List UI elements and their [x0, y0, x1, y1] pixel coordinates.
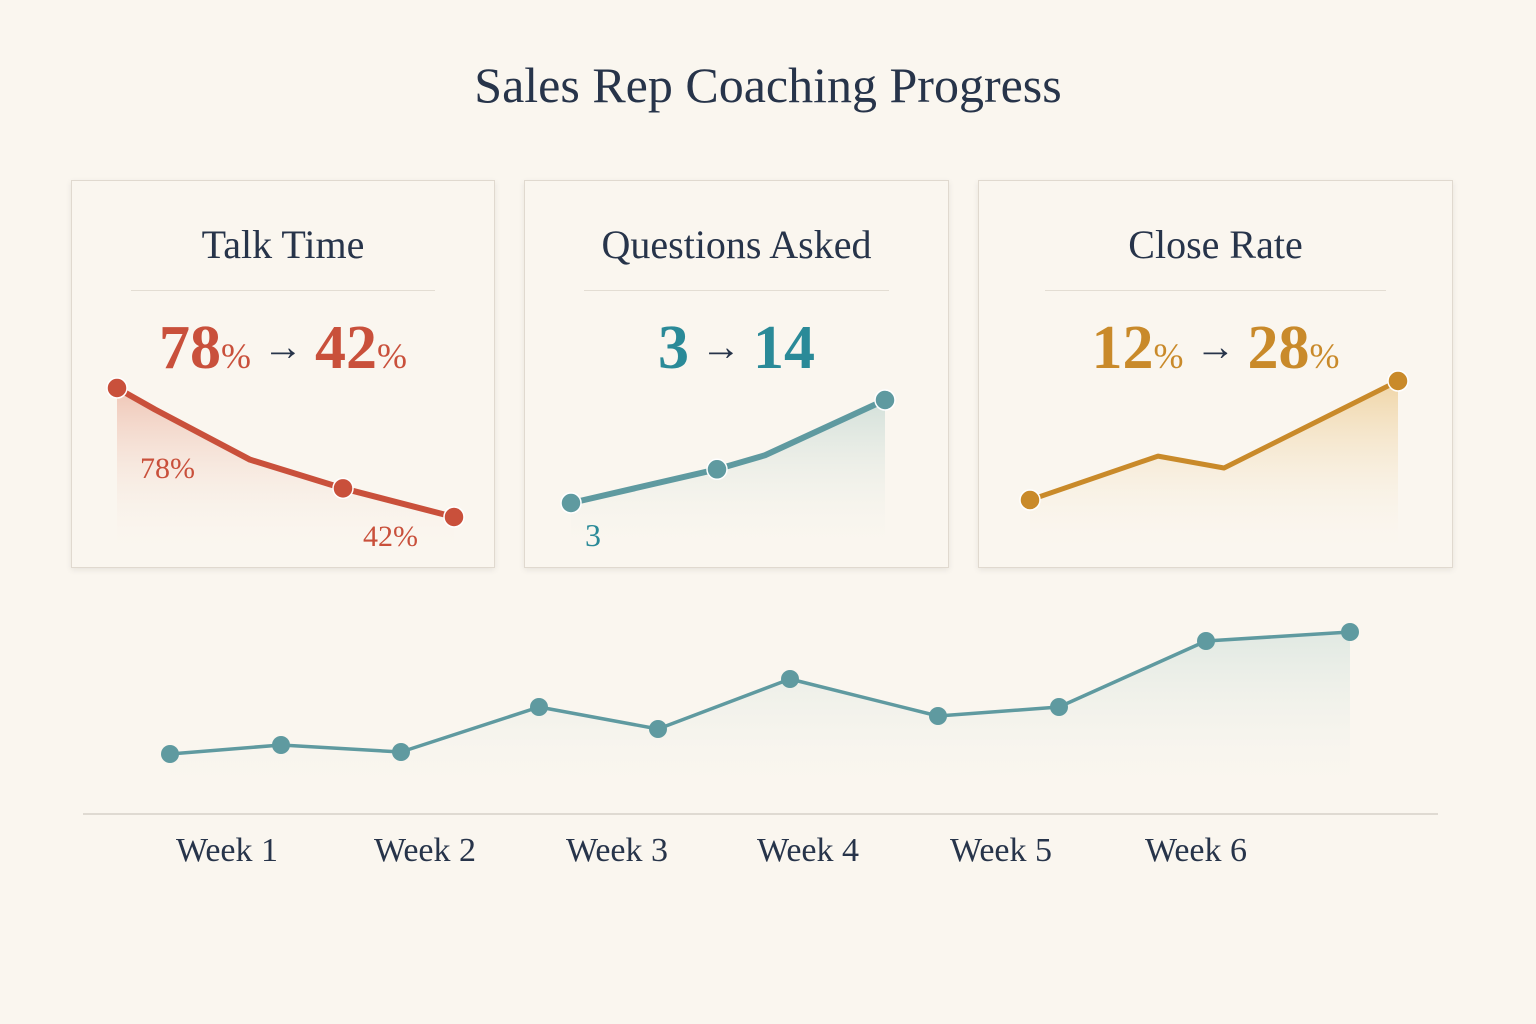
from-value: 78 — [159, 314, 221, 382]
x-tick-label: Week 6 — [1144, 832, 1248, 869]
trend-data-point — [272, 736, 290, 754]
data-point — [706, 458, 728, 481]
talk-end-label: 42% — [363, 520, 418, 553]
unit: % — [1153, 336, 1184, 376]
x-tick-label: Week 2 — [373, 832, 477, 869]
x-tick-label: Week 3 — [565, 832, 669, 869]
from-value: 12 — [1091, 314, 1154, 382]
trend-data-point — [392, 743, 410, 761]
questions-start-label: 3 — [585, 517, 601, 553]
talk-start-label: 78% — [140, 452, 195, 485]
x-tick-label: Week 4 — [756, 832, 860, 869]
unit: % — [377, 336, 407, 376]
data-point — [874, 389, 896, 411]
close-rate-line — [1029, 378, 1400, 503]
talk-time-line — [115, 385, 455, 520]
x-tick-label: Week 1 — [175, 832, 279, 869]
card-title: Close Rate — [1128, 222, 1303, 267]
unit: % — [221, 336, 251, 376]
trend-data-point — [530, 698, 548, 716]
trend-data-point — [929, 707, 947, 725]
to-value: 14 — [753, 314, 815, 382]
data-point — [106, 377, 128, 399]
data-point — [332, 477, 354, 500]
close-rate-change: 12% → 28% — [979, 313, 1452, 384]
trend-data-point — [649, 720, 667, 738]
talk-time-change: 78% → 42% — [72, 313, 494, 384]
arrow-right-icon: → — [263, 324, 303, 369]
arrow-right-icon: → — [701, 324, 741, 369]
x-tick-label: Week 5 — [949, 832, 1053, 869]
card-title: Questions Asked — [601, 222, 872, 267]
data-point — [1387, 370, 1409, 392]
divider — [1045, 290, 1386, 291]
divider — [584, 290, 889, 291]
trend-line — [169, 630, 1351, 756]
page-title: Sales Rep Coaching Progress — [474, 57, 1062, 113]
to-value: 42 — [315, 314, 377, 382]
questions-line — [570, 397, 887, 506]
to-value: 28 — [1247, 314, 1310, 382]
trend-data-point — [781, 670, 799, 688]
data-point — [443, 506, 465, 528]
data-point — [1019, 489, 1041, 511]
trend-area — [170, 632, 1350, 800]
arrow-right-icon: → — [1195, 324, 1236, 369]
questions-change: 3 → 14 — [525, 313, 948, 384]
from-value: 3 — [658, 314, 689, 382]
unit: % — [1309, 336, 1340, 376]
data-point — [560, 492, 582, 514]
trend-data-point — [1341, 623, 1359, 641]
divider — [131, 290, 435, 291]
trend-data-point — [161, 745, 179, 763]
card-title: Talk Time — [201, 222, 365, 267]
trend-data-point — [1197, 632, 1215, 650]
trend-data-point — [1050, 698, 1068, 716]
